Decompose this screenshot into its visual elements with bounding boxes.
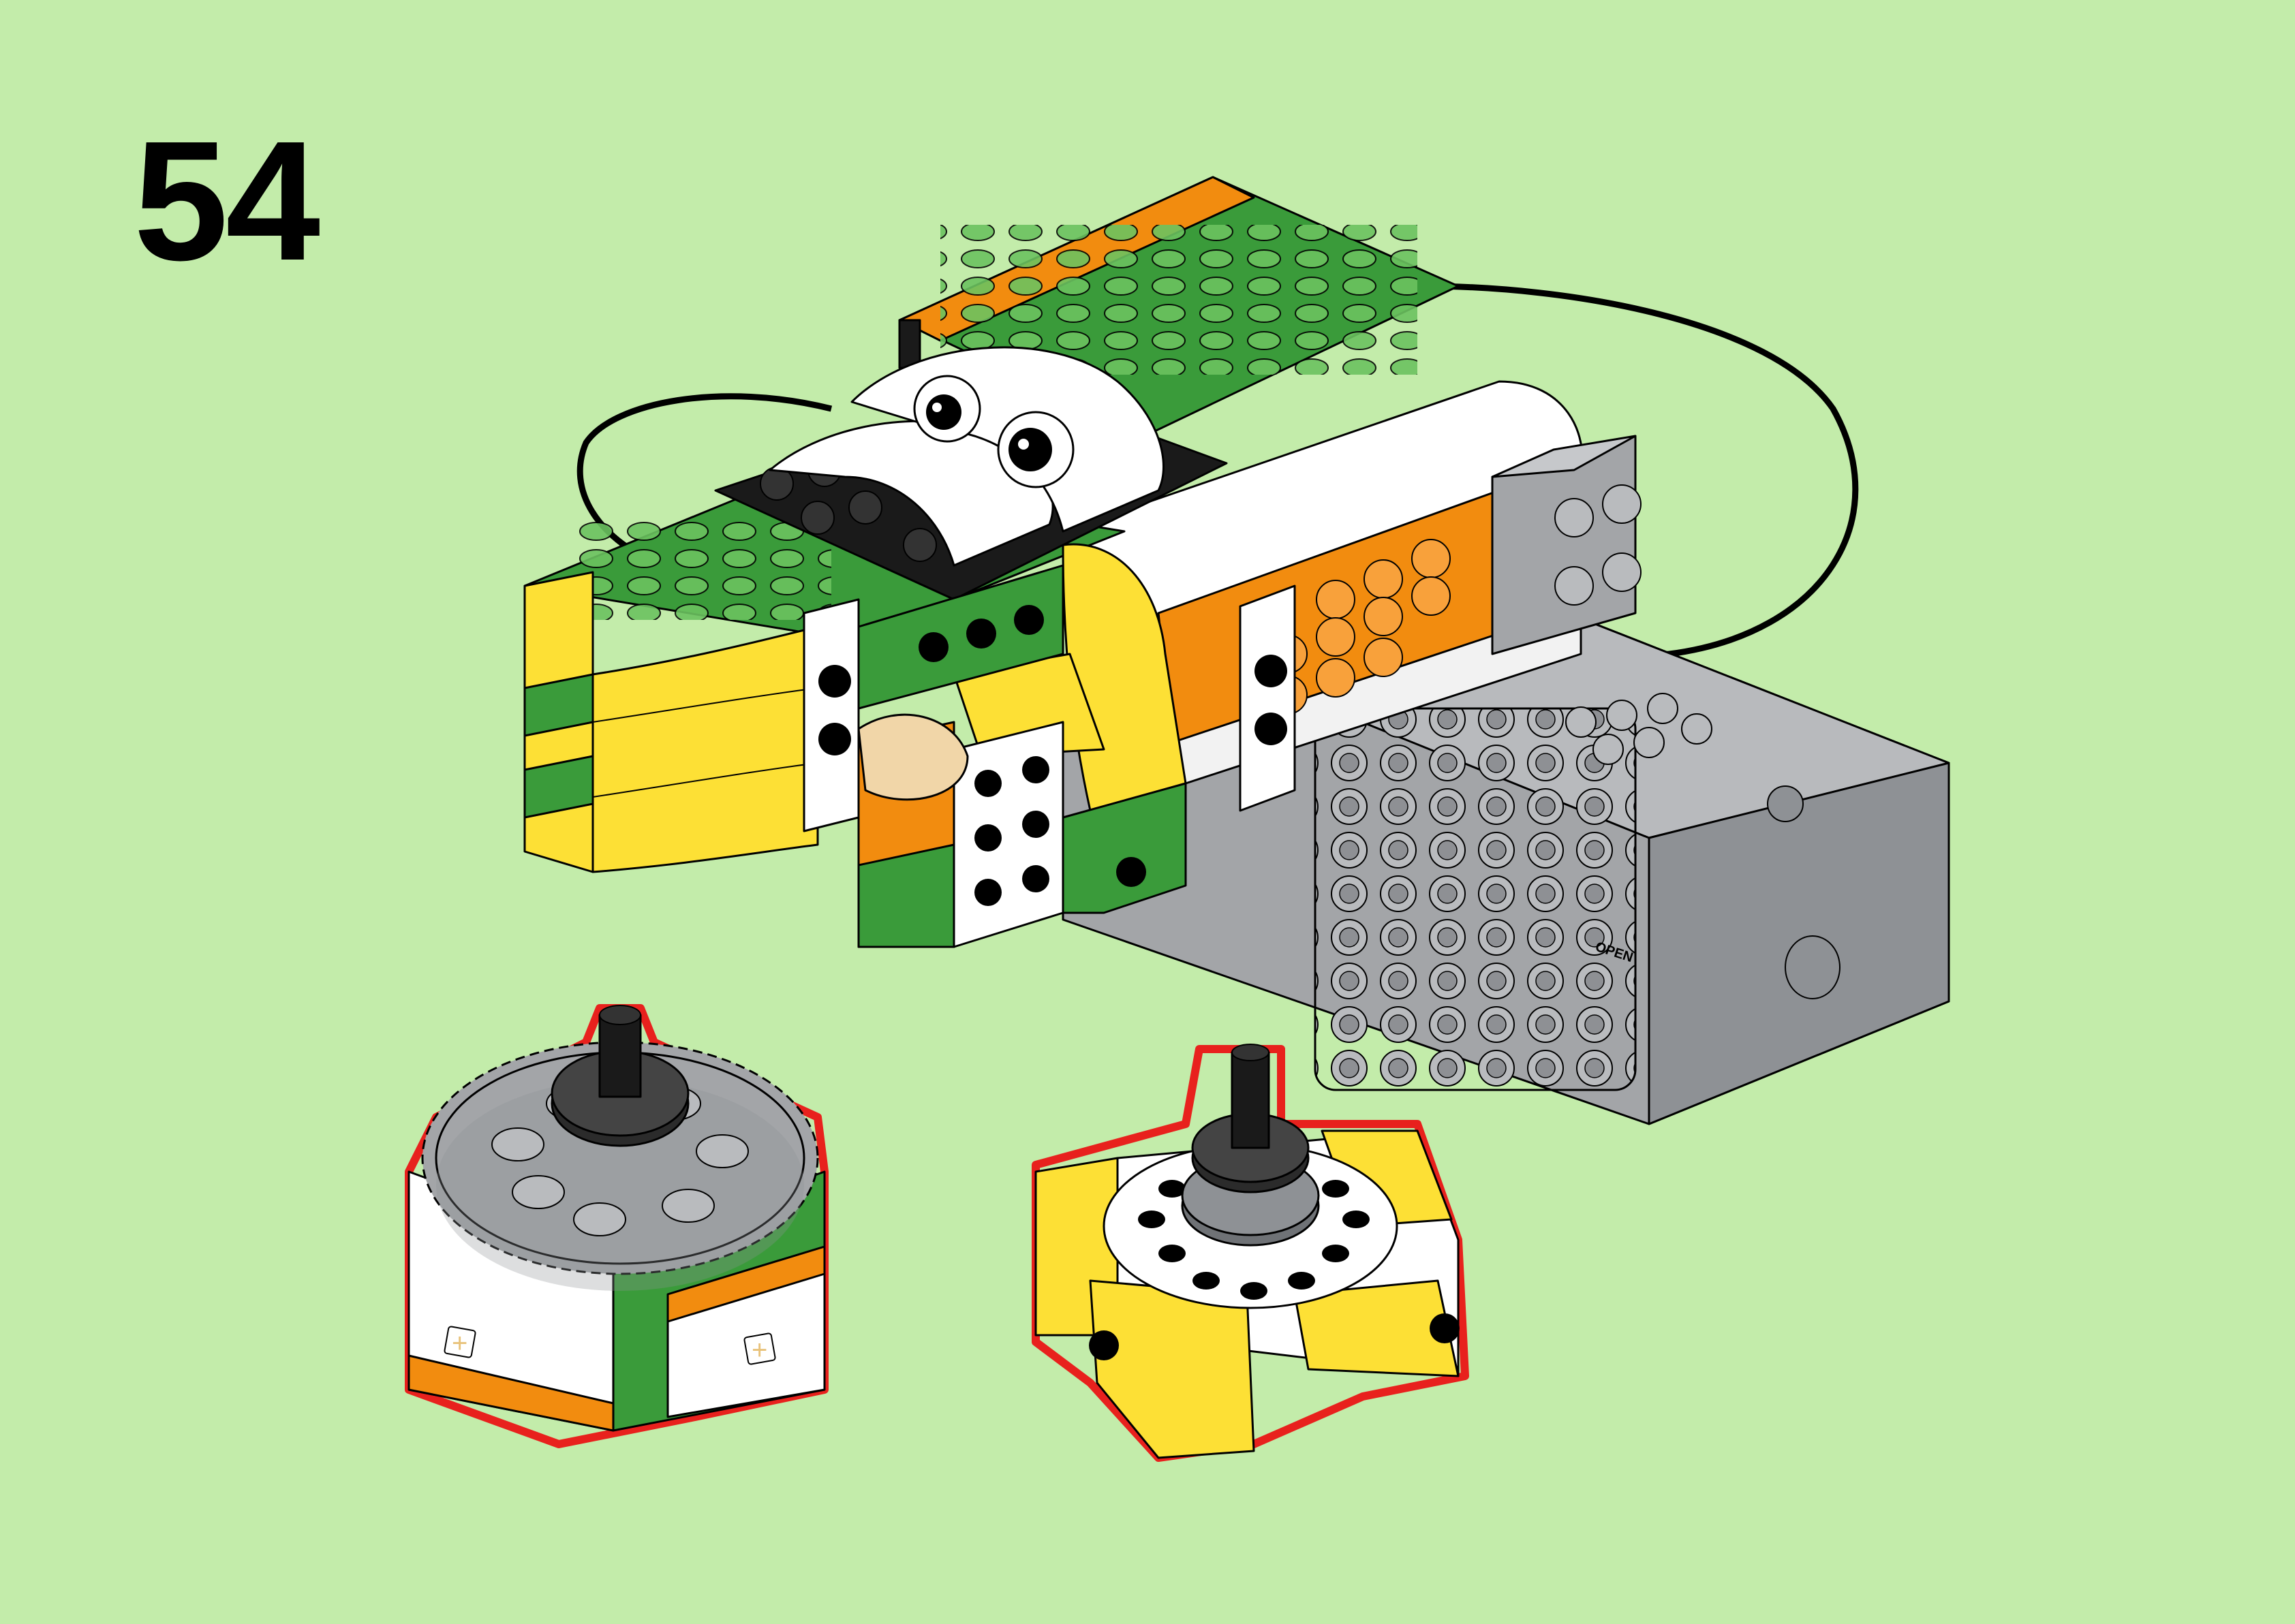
lower-column (857, 713, 1187, 948)
head-yellow-cheek (953, 543, 1187, 812)
grey-sensor-brick (1491, 435, 1642, 655)
head-eyes (714, 346, 1228, 601)
step-number: 54 (134, 106, 320, 296)
white-beams (857, 564, 1296, 812)
svg-text:+: + (452, 1328, 467, 1358)
gear-subassembly: + + (405, 1004, 829, 1448)
svg-text:+: + (752, 1335, 767, 1365)
turntable-subassembly (1032, 1044, 1469, 1462)
